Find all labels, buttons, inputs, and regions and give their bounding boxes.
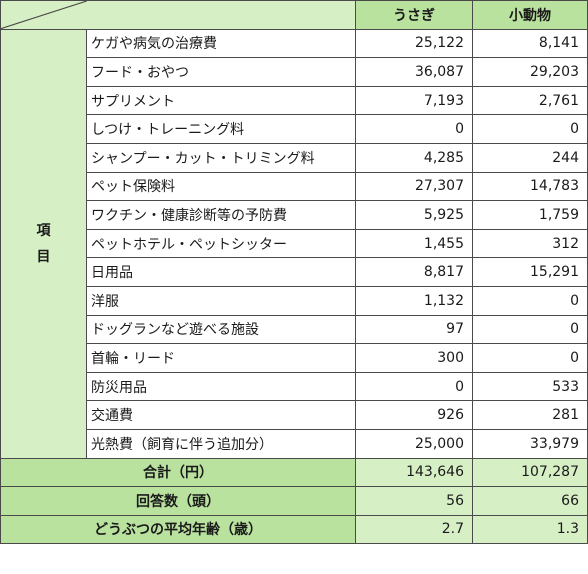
item-name: フード・おやつ [86,57,356,87]
item-name: ケガや病気の治療費 [86,28,356,59]
summary-small-animal-value: 1.3 [472,514,588,545]
table-row: 首輪・リード 300 0 [1,343,588,373]
summary-label: 回答数（頭） [0,486,356,516]
item-category-char: 項 [36,222,51,239]
rabbit-value: 36,087 [355,57,473,87]
item-name: ワクチン・健康診断等の予防費 [86,200,356,230]
table-row: 項目ケガや病気の治療費 25,122 8,141 [0,28,588,459]
rabbit-value: 0 [355,371,473,402]
table-row: 防災用品 0 533 [1,371,588,402]
rabbit-value: 0 [355,114,473,144]
small-animal-value: 0 [472,343,588,373]
small-animal-value: 0 [472,114,588,144]
item-name: 日用品 [86,257,356,287]
table-row: 交通費 926 281 [1,400,588,430]
small-animal-value: 33,979 [472,428,588,459]
rabbit-value: 4,285 [355,142,473,173]
item-name: しつけ・トレーニング料 [86,114,356,144]
table-row: 日用品 8,817 15,291 [1,257,588,287]
item-name: ペット保険料 [86,171,356,202]
small-animal-value: 15,291 [472,257,588,287]
corner-cell [0,0,356,30]
small-animal-value: 1,759 [472,200,588,230]
small-animal-value: 281 [472,400,588,430]
table-row: サプリメント 7,193 2,761 [1,85,588,116]
small-animal-value: 533 [472,371,588,402]
small-animal-value: 0 [472,285,588,316]
item-category-label: 項目 [0,28,87,459]
small-animal-value: 29,203 [472,57,588,87]
rabbit-value: 27,307 [355,171,473,202]
item-name: 洋服 [86,285,356,316]
summary-row: 回答数（頭） 56 66 [0,486,588,516]
rabbit-value: 1,132 [355,285,473,316]
summary-rabbit-value: 56 [355,486,473,516]
rabbit-value: 97 [355,314,473,345]
column-header-small-animal: 小動物 [472,0,588,30]
small-animal-value: 8,141 [472,28,588,59]
item-name: 防災用品 [86,371,356,402]
expense-table: うさぎ 小動物 項目ケガや病気の治療費 25,122 8,141 フード・おやつ 36,… [0,0,588,545]
header-row: うさぎ 小動物 [0,0,588,30]
item-name: 首輪・リード [86,343,356,373]
rabbit-value: 5,925 [355,200,473,230]
summary-rabbit-value: 2.7 [355,514,473,545]
table-row: ペットホテル・ペットシッター 1,455 312 [1,228,588,259]
summary-rabbit-value: 143,646 [355,457,473,488]
table-row: しつけ・トレーニング料 0 0 [1,114,588,144]
summary-row: どうぶつの平均年齢（歳） 2.7 1.3 [0,514,588,545]
item-name: 交通費 [86,400,356,430]
small-animal-value: 244 [472,142,588,173]
summary-small-animal-value: 107,287 [472,457,588,488]
corner-diagonal [1,1,87,29]
table-row: シャンプー・カット・トリミング料 4,285 244 [1,142,588,173]
table-row: 洋服 1,132 0 [1,285,588,316]
item-name: ドッグランなど遊べる施設 [86,314,356,345]
rabbit-value: 926 [355,400,473,430]
rabbit-value: 1,455 [355,228,473,259]
rabbit-value: 25,000 [355,428,473,459]
table-row: ペット保険料 27,307 14,783 [1,171,588,202]
item-name: サプリメント [86,85,356,116]
small-animal-value: 0 [472,314,588,345]
summary-label: 合計（円） [0,457,356,488]
small-animal-value: 14,783 [472,171,588,202]
column-header-rabbit: うさぎ [355,0,473,30]
table-row: 光熱費（飼育に伴う追加分） 25,000 33,979 [1,428,588,459]
table-row: ドッグランなど遊べる施設 97 0 [1,314,588,345]
item-name: シャンプー・カット・トリミング料 [86,142,356,173]
summary-row: 合計（円） 143,646 107,287 [0,457,588,488]
rabbit-value: 300 [355,343,473,373]
rabbit-value: 7,193 [355,85,473,116]
small-animal-value: 2,761 [472,85,588,116]
table-row: ワクチン・健康診断等の予防費 5,925 1,759 [1,200,588,230]
small-animal-value: 312 [472,228,588,259]
summary-label: どうぶつの平均年齢（歳） [0,514,356,545]
item-name: ペットホテル・ペットシッター [86,228,356,259]
rabbit-value: 8,817 [355,257,473,287]
item-name: 光熱費（飼育に伴う追加分） [86,428,356,459]
item-category-char: 目 [36,248,51,265]
rabbit-value: 25,122 [355,28,473,59]
summary-small-animal-value: 66 [472,486,588,516]
table-row: フード・おやつ 36,087 29,203 [1,57,588,87]
